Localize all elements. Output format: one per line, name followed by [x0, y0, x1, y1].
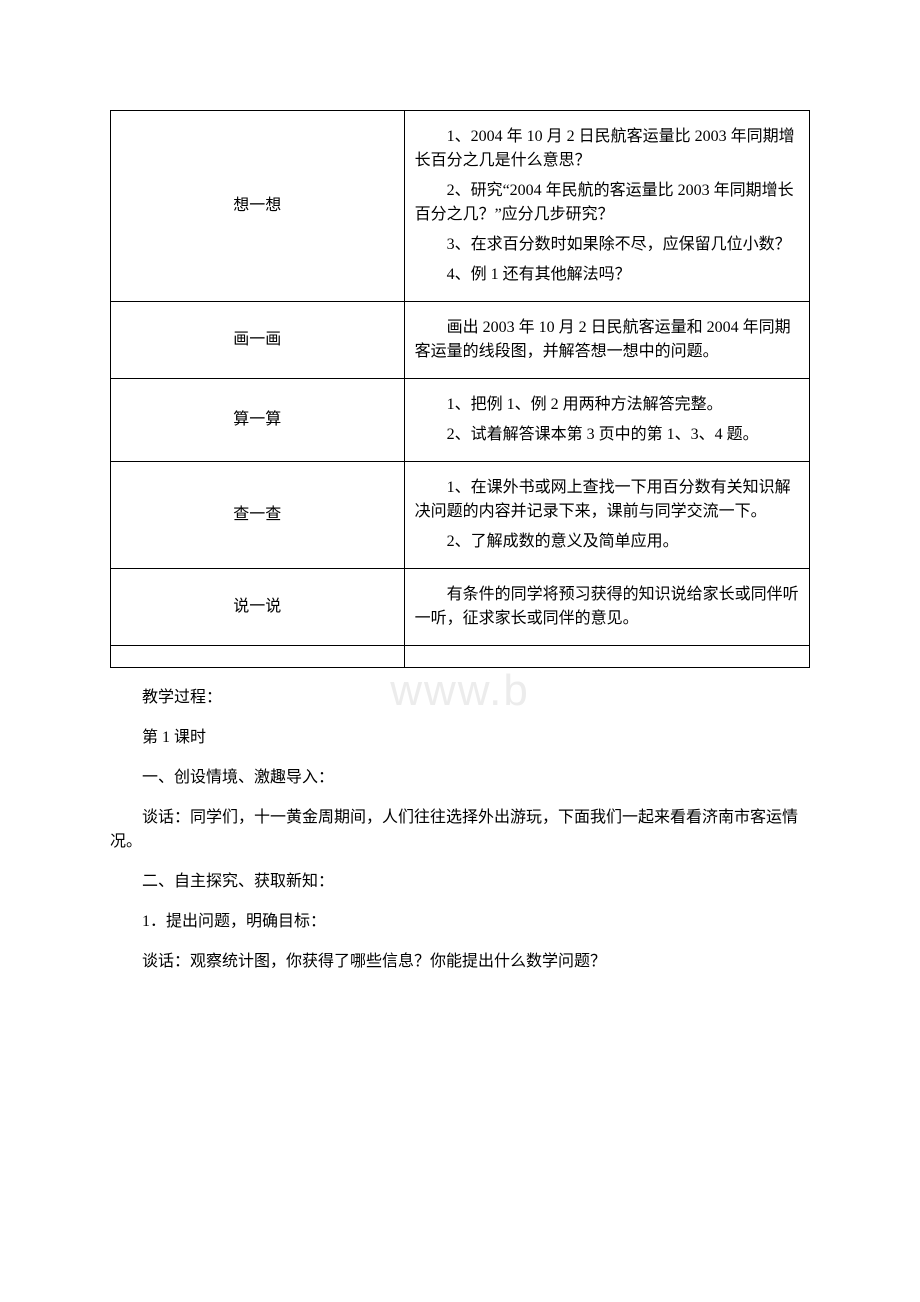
content-item: 画出 2003 年 10 月 2 日民航客运量和 2004 年同期客运量的线段图… [415, 316, 799, 364]
body-paragraph: 第 1 课时 [110, 726, 810, 750]
empty-cell [111, 646, 405, 668]
content-item: 4、例 1 还有其他解法吗？ [415, 263, 799, 287]
body-paragraph: 谈话：观察统计图，你获得了哪些信息？你能提出什么数学问题？ [110, 950, 810, 974]
row-label: 画一画 [111, 302, 405, 379]
content-item: 3、在求百分数时如果除不尽，应保留几位小数？ [415, 233, 799, 257]
study-guide-table: 想一想 1、2004 年 10 月 2 日民航客运量比 2003 年同期增长百分… [110, 110, 810, 668]
table-row-empty [111, 646, 810, 668]
row-content: 画出 2003 年 10 月 2 日民航客运量和 2004 年同期客运量的线段图… [404, 302, 809, 379]
row-label: 说一说 [111, 569, 405, 646]
content-item: 2、研究“2004 年民航的客运量比 2003 年同期增长百分之几？”应分几步研… [415, 179, 799, 227]
body-paragraph: 二、自主探究、获取新知： [110, 870, 810, 894]
table-row: 画一画 画出 2003 年 10 月 2 日民航客运量和 2004 年同期客运量… [111, 302, 810, 379]
row-label: 想一想 [111, 111, 405, 302]
table-row: 说一说 有条件的同学将预习获得的知识说给家长或同伴听一听，征求家长或同伴的意见。 [111, 569, 810, 646]
row-content: 1、在课外书或网上查找一下用百分数有关知识解决问题的内容并记录下来，课前与同学交… [404, 462, 809, 569]
body-paragraph: 一、创设情境、激趣导入： [110, 766, 810, 790]
row-content: 有条件的同学将预习获得的知识说给家长或同伴听一听，征求家长或同伴的意见。 [404, 569, 809, 646]
row-content: 1、2004 年 10 月 2 日民航客运量比 2003 年同期增长百分之几是什… [404, 111, 809, 302]
content-item: 2、试着解答课本第 3 页中的第 1、3、4 题。 [415, 423, 799, 447]
row-label: 算一算 [111, 379, 405, 462]
body-text: 教学过程： 第 1 课时 一、创设情境、激趣导入： 谈话：同学们，十一黄金周期间… [110, 686, 810, 974]
table-row: 算一算 1、把例 1、例 2 用两种方法解答完整。 2、试着解答课本第 3 页中… [111, 379, 810, 462]
content-item: 1、把例 1、例 2 用两种方法解答完整。 [415, 393, 799, 417]
table-row: 查一查 1、在课外书或网上查找一下用百分数有关知识解决问题的内容并记录下来，课前… [111, 462, 810, 569]
empty-cell [404, 646, 809, 668]
table-row: 想一想 1、2004 年 10 月 2 日民航客运量比 2003 年同期增长百分… [111, 111, 810, 302]
body-paragraph: 1．提出问题，明确目标： [110, 910, 810, 934]
row-label: 查一查 [111, 462, 405, 569]
content-item: 1、在课外书或网上查找一下用百分数有关知识解决问题的内容并记录下来，课前与同学交… [415, 476, 799, 524]
row-content: 1、把例 1、例 2 用两种方法解答完整。 2、试着解答课本第 3 页中的第 1… [404, 379, 809, 462]
content-item: 2、了解成数的意义及简单应用。 [415, 530, 799, 554]
content-item: 1、2004 年 10 月 2 日民航客运量比 2003 年同期增长百分之几是什… [415, 125, 799, 173]
body-paragraph: 教学过程： [110, 686, 810, 710]
content-item: 有条件的同学将预习获得的知识说给家长或同伴听一听，征求家长或同伴的意见。 [415, 583, 799, 631]
body-paragraph: 谈话：同学们，十一黄金周期间，人们往往选择外出游玩，下面我们一起来看看济南市客运… [110, 806, 810, 854]
